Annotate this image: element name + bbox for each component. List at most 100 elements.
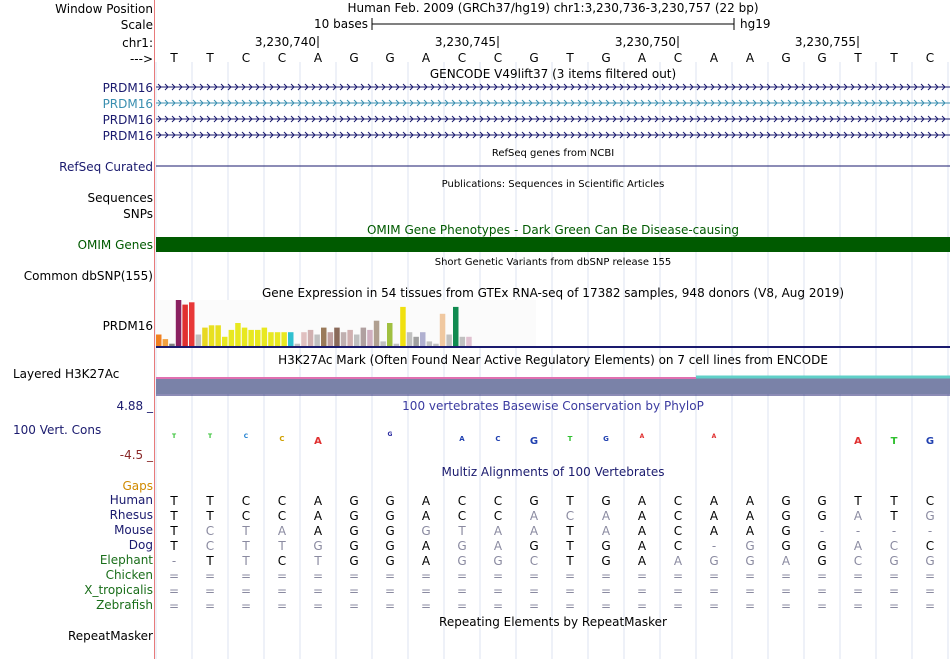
omim-label[interactable]: OMIM Genes	[77, 238, 153, 252]
gtex-bar[interactable]	[228, 329, 235, 346]
gene-label-prdm16-1[interactable]: PRDM16	[102, 81, 153, 95]
alignment-base: G	[781, 509, 790, 523]
base: A	[638, 51, 647, 65]
gene-label-prdm16-3[interactable]: PRDM16	[102, 113, 153, 127]
h3k27ac-signal-a[interactable]	[156, 378, 696, 394]
gtex-bar[interactable]	[406, 332, 413, 346]
phylop-mark: C	[244, 433, 249, 440]
gtex-bar[interactable]	[248, 329, 254, 346]
gtex-bar[interactable]	[162, 339, 169, 346]
gtex-bar[interactable]	[347, 329, 353, 346]
species-label[interactable]: Mouse	[114, 523, 153, 537]
gtex-bar[interactable]	[340, 332, 347, 346]
gtex-bar[interactable]	[307, 329, 314, 346]
gtex-bar[interactable]	[268, 332, 274, 346]
omim-gene-bar[interactable]	[156, 237, 950, 252]
phylop-label[interactable]: 100 Vert. Cons	[13, 423, 102, 437]
alignment-base: T	[277, 539, 286, 553]
gtex-bar[interactable]	[222, 336, 228, 346]
gtex-bar[interactable]	[182, 304, 188, 346]
alignment-base: =	[637, 584, 647, 598]
base: G	[817, 51, 826, 65]
gtex-bar[interactable]	[202, 327, 208, 346]
species-label[interactable]: Dog	[128, 538, 153, 552]
gtex-label[interactable]: PRDM16	[102, 319, 153, 333]
gtex-bar[interactable]	[156, 334, 162, 347]
gtex-bar[interactable]	[327, 332, 334, 346]
base: T	[565, 51, 574, 65]
gtex-bar[interactable]	[294, 343, 301, 346]
gtex-bar[interactable]	[274, 332, 281, 346]
gtex-bar[interactable]	[459, 336, 466, 346]
gene-label-prdm16-2[interactable]: PRDM16	[102, 97, 153, 111]
gtex-bar[interactable]	[281, 332, 287, 346]
species-label[interactable]: Zebrafish	[96, 598, 153, 612]
gene-track-prdm16[interactable]	[156, 115, 950, 123]
gtex-bar[interactable]	[189, 302, 195, 346]
dbsnp-label[interactable]: Common dbSNP(155)	[23, 269, 153, 283]
base: C	[674, 51, 682, 65]
phylop-logo[interactable]: T T C C AGA C G T G A A A T G	[172, 431, 934, 447]
snps-label[interactable]: SNPs	[123, 207, 153, 221]
species-label[interactable]: Human	[109, 493, 153, 507]
gtex-bar[interactable]	[373, 320, 380, 346]
species-label[interactable]: Chicken	[105, 568, 153, 582]
alignment-base: =	[601, 584, 611, 598]
species-label[interactable]: Rhesus	[109, 508, 153, 522]
species-label[interactable]: X_tropicalis	[84, 583, 153, 597]
gtex-bar[interactable]	[288, 332, 294, 346]
gtex-bar[interactable]	[354, 334, 360, 347]
gtex-bar[interactable]	[413, 336, 419, 346]
alignment-base: G	[349, 539, 358, 553]
sequences-label[interactable]: Sequences	[87, 191, 153, 205]
gtex-bar[interactable]	[301, 332, 307, 346]
gtex-bar[interactable]	[453, 306, 459, 346]
gaps-label[interactable]: Gaps	[122, 479, 153, 493]
gtex-bars[interactable]	[156, 300, 472, 346]
gtex-bar[interactable]	[314, 334, 320, 347]
gtex-bar[interactable]	[175, 300, 182, 346]
species-label[interactable]: Elephant	[99, 553, 153, 567]
gene-label-prdm16-4[interactable]: PRDM16	[102, 129, 153, 143]
gene-track-prdm16[interactable]	[156, 83, 950, 91]
publications-title: Publications: Sequences in Scientific Ar…	[442, 179, 665, 190]
gene-track-prdm16[interactable]	[156, 99, 950, 107]
gtex-bar[interactable]	[334, 327, 340, 346]
gene-track-prdm16[interactable]	[156, 131, 950, 139]
gtex-bar[interactable]	[367, 329, 373, 346]
refseq-label[interactable]: RefSeq Curated	[59, 160, 153, 174]
gtex-bar[interactable]	[195, 334, 202, 347]
gtex-bar[interactable]	[208, 325, 215, 346]
gtex-bar[interactable]	[380, 341, 386, 346]
gtex-bar[interactable]	[420, 332, 426, 346]
strand-arrow-label[interactable]: --->	[129, 52, 153, 66]
gtex-bar[interactable]	[360, 327, 367, 346]
alignment-base: =	[241, 584, 251, 598]
alignment-base: G	[601, 539, 610, 553]
repeatmasker-label[interactable]: RepeatMasker	[67, 629, 153, 643]
gencode-genes[interactable]	[156, 83, 950, 139]
gtex-bar[interactable]	[321, 327, 327, 346]
multiz-alignment[interactable]: T T C C A G G A C C G T G A C A A G G T T CT T C C A G G A C C A C A A C A A G…	[169, 494, 935, 613]
h3k27ac-signal-b[interactable]	[696, 376, 950, 394]
gtex-bar[interactable]	[466, 336, 472, 346]
gtex-bar[interactable]	[433, 343, 439, 346]
alignment-base: G	[529, 539, 538, 553]
alignment-base: A	[854, 539, 863, 553]
alignment-base: C	[926, 539, 934, 553]
alignment-base: =	[169, 584, 179, 598]
gtex-bar[interactable]	[439, 313, 446, 346]
gtex-bar[interactable]	[261, 327, 268, 346]
gtex-bar[interactable]	[215, 325, 221, 346]
gtex-bar[interactable]	[387, 323, 393, 346]
gtex-bar[interactable]	[241, 327, 248, 346]
gtex-bar[interactable]	[393, 343, 400, 346]
gtex-bar[interactable]	[169, 343, 175, 346]
gtex-bar[interactable]	[255, 329, 261, 346]
gtex-bar[interactable]	[400, 306, 406, 346]
gtex-bar[interactable]	[235, 323, 241, 346]
gtex-bar[interactable]	[426, 341, 433, 346]
gtex-bar[interactable]	[446, 334, 452, 347]
h3k27ac-label[interactable]: Layered H3K27Ac	[13, 367, 120, 381]
